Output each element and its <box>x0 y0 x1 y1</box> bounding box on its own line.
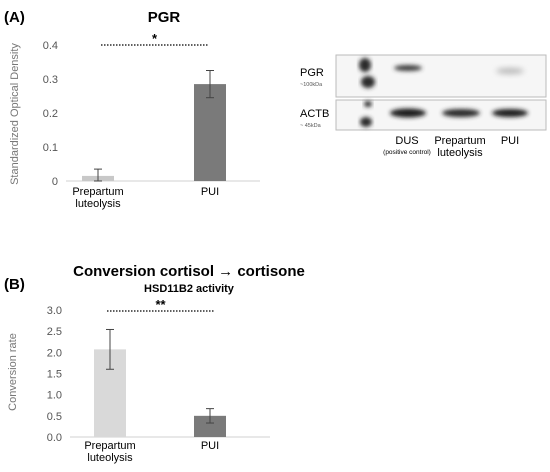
lane-label-prepartum: Prepartum <box>434 135 485 147</box>
lane-label-dus: DUS <box>395 135 418 147</box>
lane-sublabel-dus: (positive control) <box>383 149 431 156</box>
chart-b-ytick-label: 0.5 <box>47 411 62 423</box>
chart-a-category-label: PUI <box>201 186 219 198</box>
pgr-band-dus <box>394 65 422 71</box>
chart-b-ytick-label: 1.5 <box>47 369 62 381</box>
chart-a-ytick-label: 0 <box>52 176 58 188</box>
panel-b-label: (B) <box>4 276 25 293</box>
chart-a-ylabel: Standardized Optical Density <box>9 43 21 185</box>
blot-row-actb-label: ACTB <box>300 108 329 120</box>
chart-b-bar <box>194 415 226 437</box>
chart-a-title: PGR <box>148 9 181 26</box>
chart-b-ytick-label: 1.0 <box>47 390 62 402</box>
chart-b-ytick-label: 3.0 <box>47 305 62 317</box>
chart-b-category-label: PUI <box>201 440 219 452</box>
chart-b-category-label: Prepartum <box>84 440 135 452</box>
lane-label-pui: PUI <box>501 135 519 147</box>
blot-row-pgr-size: ~100kDa <box>300 82 323 88</box>
chart-b-subtitle: HSD11B2 activity <box>144 283 235 295</box>
actb-band-prepartum <box>442 109 480 117</box>
chart-b-significance-mark: ** <box>155 297 166 312</box>
chart-a-category-label: luteolysis <box>75 198 121 210</box>
actb-marker-blob <box>360 117 372 127</box>
chart-a-bar <box>194 84 226 181</box>
chart-b-ylabel: Conversion rate <box>7 333 19 411</box>
pgr-band-pui <box>496 68 524 74</box>
chart-a-ytick-label: 0.2 <box>43 108 58 120</box>
actb-band-dus <box>390 108 426 118</box>
chart-a-significance-mark: * <box>152 31 158 46</box>
chart-b: 0.0 0.5 1.0 1.5 2.0 2.5 3.0 Prepartumluteolysis… <box>47 297 270 464</box>
blot-row-pgr-label: PGR <box>300 67 324 79</box>
pgr-marker-blob <box>359 58 371 72</box>
chart-a-ytick-label: 0.4 <box>43 40 58 52</box>
panel-a-label: (A) <box>4 9 25 26</box>
chart-b-category-label: luteolysis <box>87 452 133 464</box>
pgr-marker-blob <box>361 76 375 88</box>
chart-b-title: Conversion cortisol → cortisone <box>73 263 305 280</box>
blot-row-actb-size: ~ 45kDa <box>300 123 322 129</box>
chart-a-ytick-label: 0.3 <box>43 74 58 86</box>
chart-a-category-label: Prepartum <box>72 186 123 198</box>
actb-marker-blob <box>364 101 372 107</box>
western-blot: PGR ~100kDa ACTB ~ 45kDa DUS (positive c… <box>300 54 547 159</box>
chart-a-ytick-label: 0.1 <box>43 142 58 154</box>
chart-b-ytick-label: 2.5 <box>47 326 62 338</box>
actb-band-pui <box>492 109 528 117</box>
pgr-blot-strip <box>335 54 547 98</box>
chart-b-ytick-label: 2.0 <box>47 347 62 359</box>
lane-label-luteolysis: luteolysis <box>437 147 483 159</box>
chart-b-ytick-label: 0.0 <box>47 432 62 444</box>
